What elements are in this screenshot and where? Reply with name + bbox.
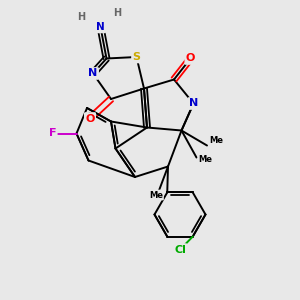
Text: N: N [189, 98, 198, 109]
Text: H: H [77, 11, 85, 22]
Text: Cl: Cl [174, 244, 186, 255]
Text: Me: Me [209, 136, 223, 146]
Text: S: S [133, 52, 140, 62]
Text: O: O [186, 53, 195, 64]
Text: N: N [96, 22, 105, 32]
Text: H: H [113, 8, 121, 19]
Text: N: N [88, 68, 98, 79]
Text: F: F [49, 128, 56, 139]
Text: O: O [85, 113, 95, 124]
Text: Me: Me [149, 190, 163, 200]
Text: Me: Me [199, 154, 212, 164]
